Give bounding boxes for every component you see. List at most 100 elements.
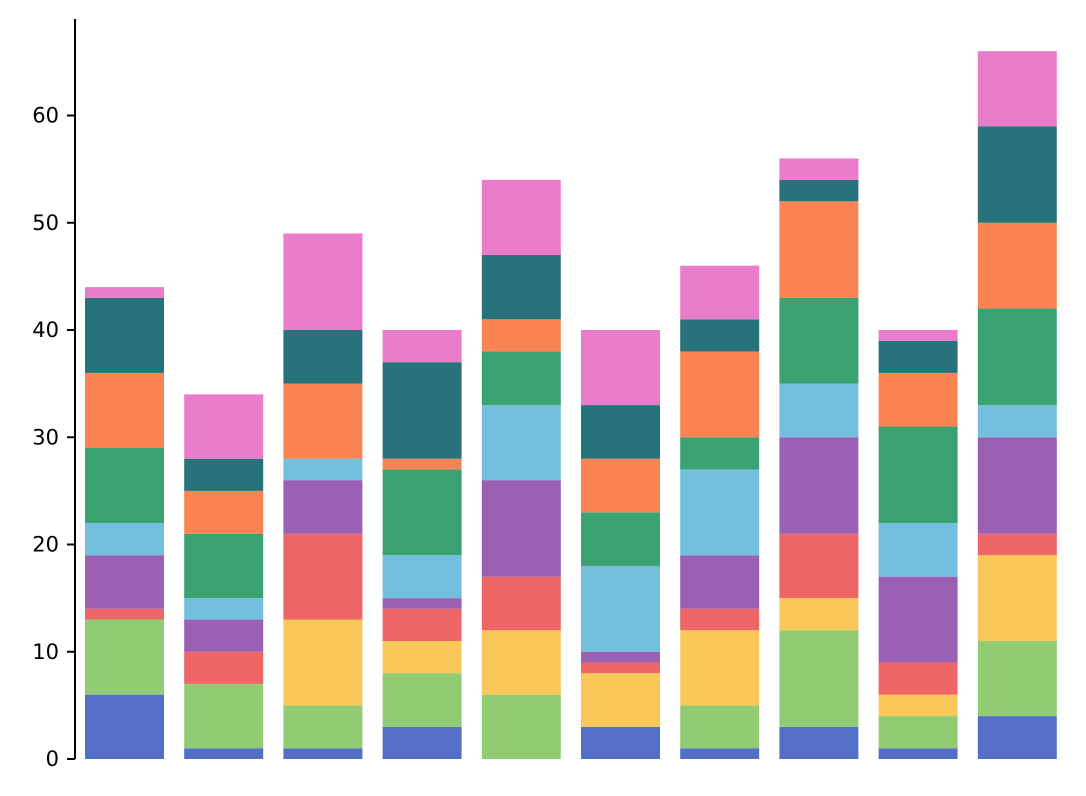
y-tick-label: 10 — [32, 640, 59, 664]
bar-segment-cat5-series2 — [481, 694, 561, 759]
bar-segment-cat1-series4 — [85, 608, 164, 620]
bar-segment-cat4-series7 — [382, 469, 462, 556]
bar-segment-cat3-series8 — [283, 383, 363, 459]
bar-segment-cat7-series9 — [680, 319, 760, 352]
bar-segment-cat4-series8 — [382, 458, 462, 470]
bar-segment-cat1-series6 — [85, 523, 164, 556]
bar-segment-cat9-series5 — [878, 576, 958, 663]
bar-segment-cat2-series2 — [184, 683, 264, 749]
bar-segment-cat6-series7 — [581, 512, 660, 566]
bar-segment-cat7-series10 — [680, 265, 760, 320]
bar-segment-cat5-series7 — [481, 351, 561, 406]
bar-segment-cat10-series4 — [977, 533, 1057, 556]
bar-segment-cat10-series9 — [977, 126, 1057, 223]
bar-segment-cat7-series3 — [680, 630, 760, 706]
bar-segment-cat9-series7 — [878, 426, 958, 524]
bar-segment-cat10-series3 — [977, 555, 1057, 642]
bar-segment-cat3-series9 — [283, 330, 363, 384]
bar-segment-cat2-series8 — [184, 490, 264, 534]
bar-segment-cat10-series2 — [977, 641, 1057, 717]
bar-segment-cat2-series6 — [184, 598, 264, 620]
y-axis: 0 10 20 30 40 50 60 — [32, 19, 76, 771]
bar-segment-cat9-series4 — [878, 662, 958, 695]
bar-segment-cat1-series2 — [85, 619, 164, 695]
bar-segment-cat2-series10 — [184, 394, 264, 459]
bar-segment-cat8-series6 — [779, 383, 859, 438]
bars-layer — [85, 51, 1057, 759]
bar-segment-cat3-series2 — [283, 705, 363, 749]
bar-segment-cat8-series4 — [779, 533, 859, 599]
bar-segment-cat8-series9 — [779, 179, 859, 202]
bar-segment-cat5-series8 — [481, 319, 561, 352]
bar-segment-cat4-series3 — [382, 641, 462, 674]
bar-segment-cat10-series5 — [977, 437, 1057, 534]
bar-segment-cat10-series6 — [977, 405, 1057, 438]
bar-segment-cat3-series3 — [283, 619, 363, 706]
bar-segment-cat8-series3 — [779, 598, 859, 631]
bar-segment-cat5-series9 — [481, 254, 561, 320]
bar-segment-cat8-series2 — [779, 630, 859, 727]
bar-segment-cat9-series2 — [878, 716, 958, 749]
y-tick-label: 0 — [46, 747, 59, 771]
bar-segment-cat7-series1 — [680, 748, 760, 759]
bar-segment-cat9-series10 — [878, 330, 958, 341]
bar-segment-cat6-series3 — [581, 673, 660, 727]
bar-segment-cat10-series1 — [977, 716, 1057, 759]
bar-segment-cat7-series2 — [680, 705, 760, 749]
bar-segment-cat3-series1 — [283, 748, 363, 759]
bar-segment-cat10-series10 — [977, 51, 1057, 127]
bar-segment-cat3-series5 — [283, 480, 363, 534]
bar-segment-cat9-series9 — [878, 340, 958, 373]
bar-segment-cat8-series1 — [779, 726, 859, 759]
bar-segment-cat4-series9 — [382, 362, 462, 459]
bar-segment-cat5-series4 — [481, 576, 561, 631]
bar-segment-cat7-series5 — [680, 555, 760, 609]
bar-segment-cat8-series7 — [779, 297, 859, 384]
bar-segment-cat6-series9 — [581, 405, 660, 459]
bar-segment-cat2-series5 — [184, 619, 264, 652]
bar-segment-cat4-series10 — [382, 330, 462, 363]
y-tick-label: 20 — [32, 533, 59, 557]
bar-segment-cat4-series4 — [382, 608, 462, 642]
bar-segment-cat2-series9 — [184, 458, 264, 491]
bar-segment-cat4-series2 — [382, 673, 462, 727]
bar-segment-cat1-series5 — [85, 555, 164, 609]
bar-segment-cat1-series9 — [85, 297, 164, 373]
bar-segment-cat8-series8 — [779, 201, 859, 298]
y-tick-label: 60 — [32, 104, 59, 128]
bar-segment-cat6-series6 — [581, 565, 660, 652]
bar-segment-cat6-series10 — [581, 330, 660, 406]
bar-segment-cat9-series6 — [878, 523, 958, 577]
bar-segment-cat3-series4 — [283, 533, 363, 620]
bar-segment-cat7-series6 — [680, 469, 760, 556]
bar-segment-cat5-series10 — [481, 179, 561, 255]
bar-segment-cat5-series6 — [481, 405, 561, 481]
bar-segment-cat8-series10 — [779, 158, 859, 180]
bar-segment-cat8-series5 — [779, 437, 859, 534]
bar-segment-cat10-series7 — [977, 308, 1057, 406]
bar-segment-cat3-series10 — [283, 233, 363, 331]
bar-segment-cat6-series8 — [581, 458, 660, 513]
bar-segment-cat2-series4 — [184, 651, 264, 684]
bar-segment-cat5-series5 — [481, 480, 561, 577]
bar-segment-cat7-series4 — [680, 608, 760, 631]
y-tick-label: 40 — [32, 318, 59, 342]
bar-segment-cat4-series6 — [382, 555, 462, 599]
bar-segment-cat2-series1 — [184, 748, 264, 759]
bar-segment-cat7-series7 — [680, 437, 760, 470]
bar-segment-cat3-series6 — [283, 458, 363, 481]
bar-segment-cat10-series8 — [977, 222, 1057, 309]
bar-segment-cat1-series10 — [85, 287, 164, 298]
bar-segment-cat9-series8 — [878, 372, 958, 427]
bar-segment-cat6-series4 — [581, 662, 660, 674]
bar-segment-cat9-series1 — [878, 748, 958, 759]
bar-segment-cat1-series7 — [85, 447, 164, 524]
bar-segment-cat7-series8 — [680, 351, 760, 438]
y-tick-label: 50 — [32, 211, 59, 235]
bar-segment-cat9-series3 — [878, 694, 958, 717]
bar-segment-cat6-series5 — [581, 651, 660, 663]
bar-segment-cat1-series8 — [85, 372, 164, 448]
bar-segment-cat4-series1 — [382, 726, 462, 759]
bar-segment-cat6-series1 — [581, 726, 660, 759]
